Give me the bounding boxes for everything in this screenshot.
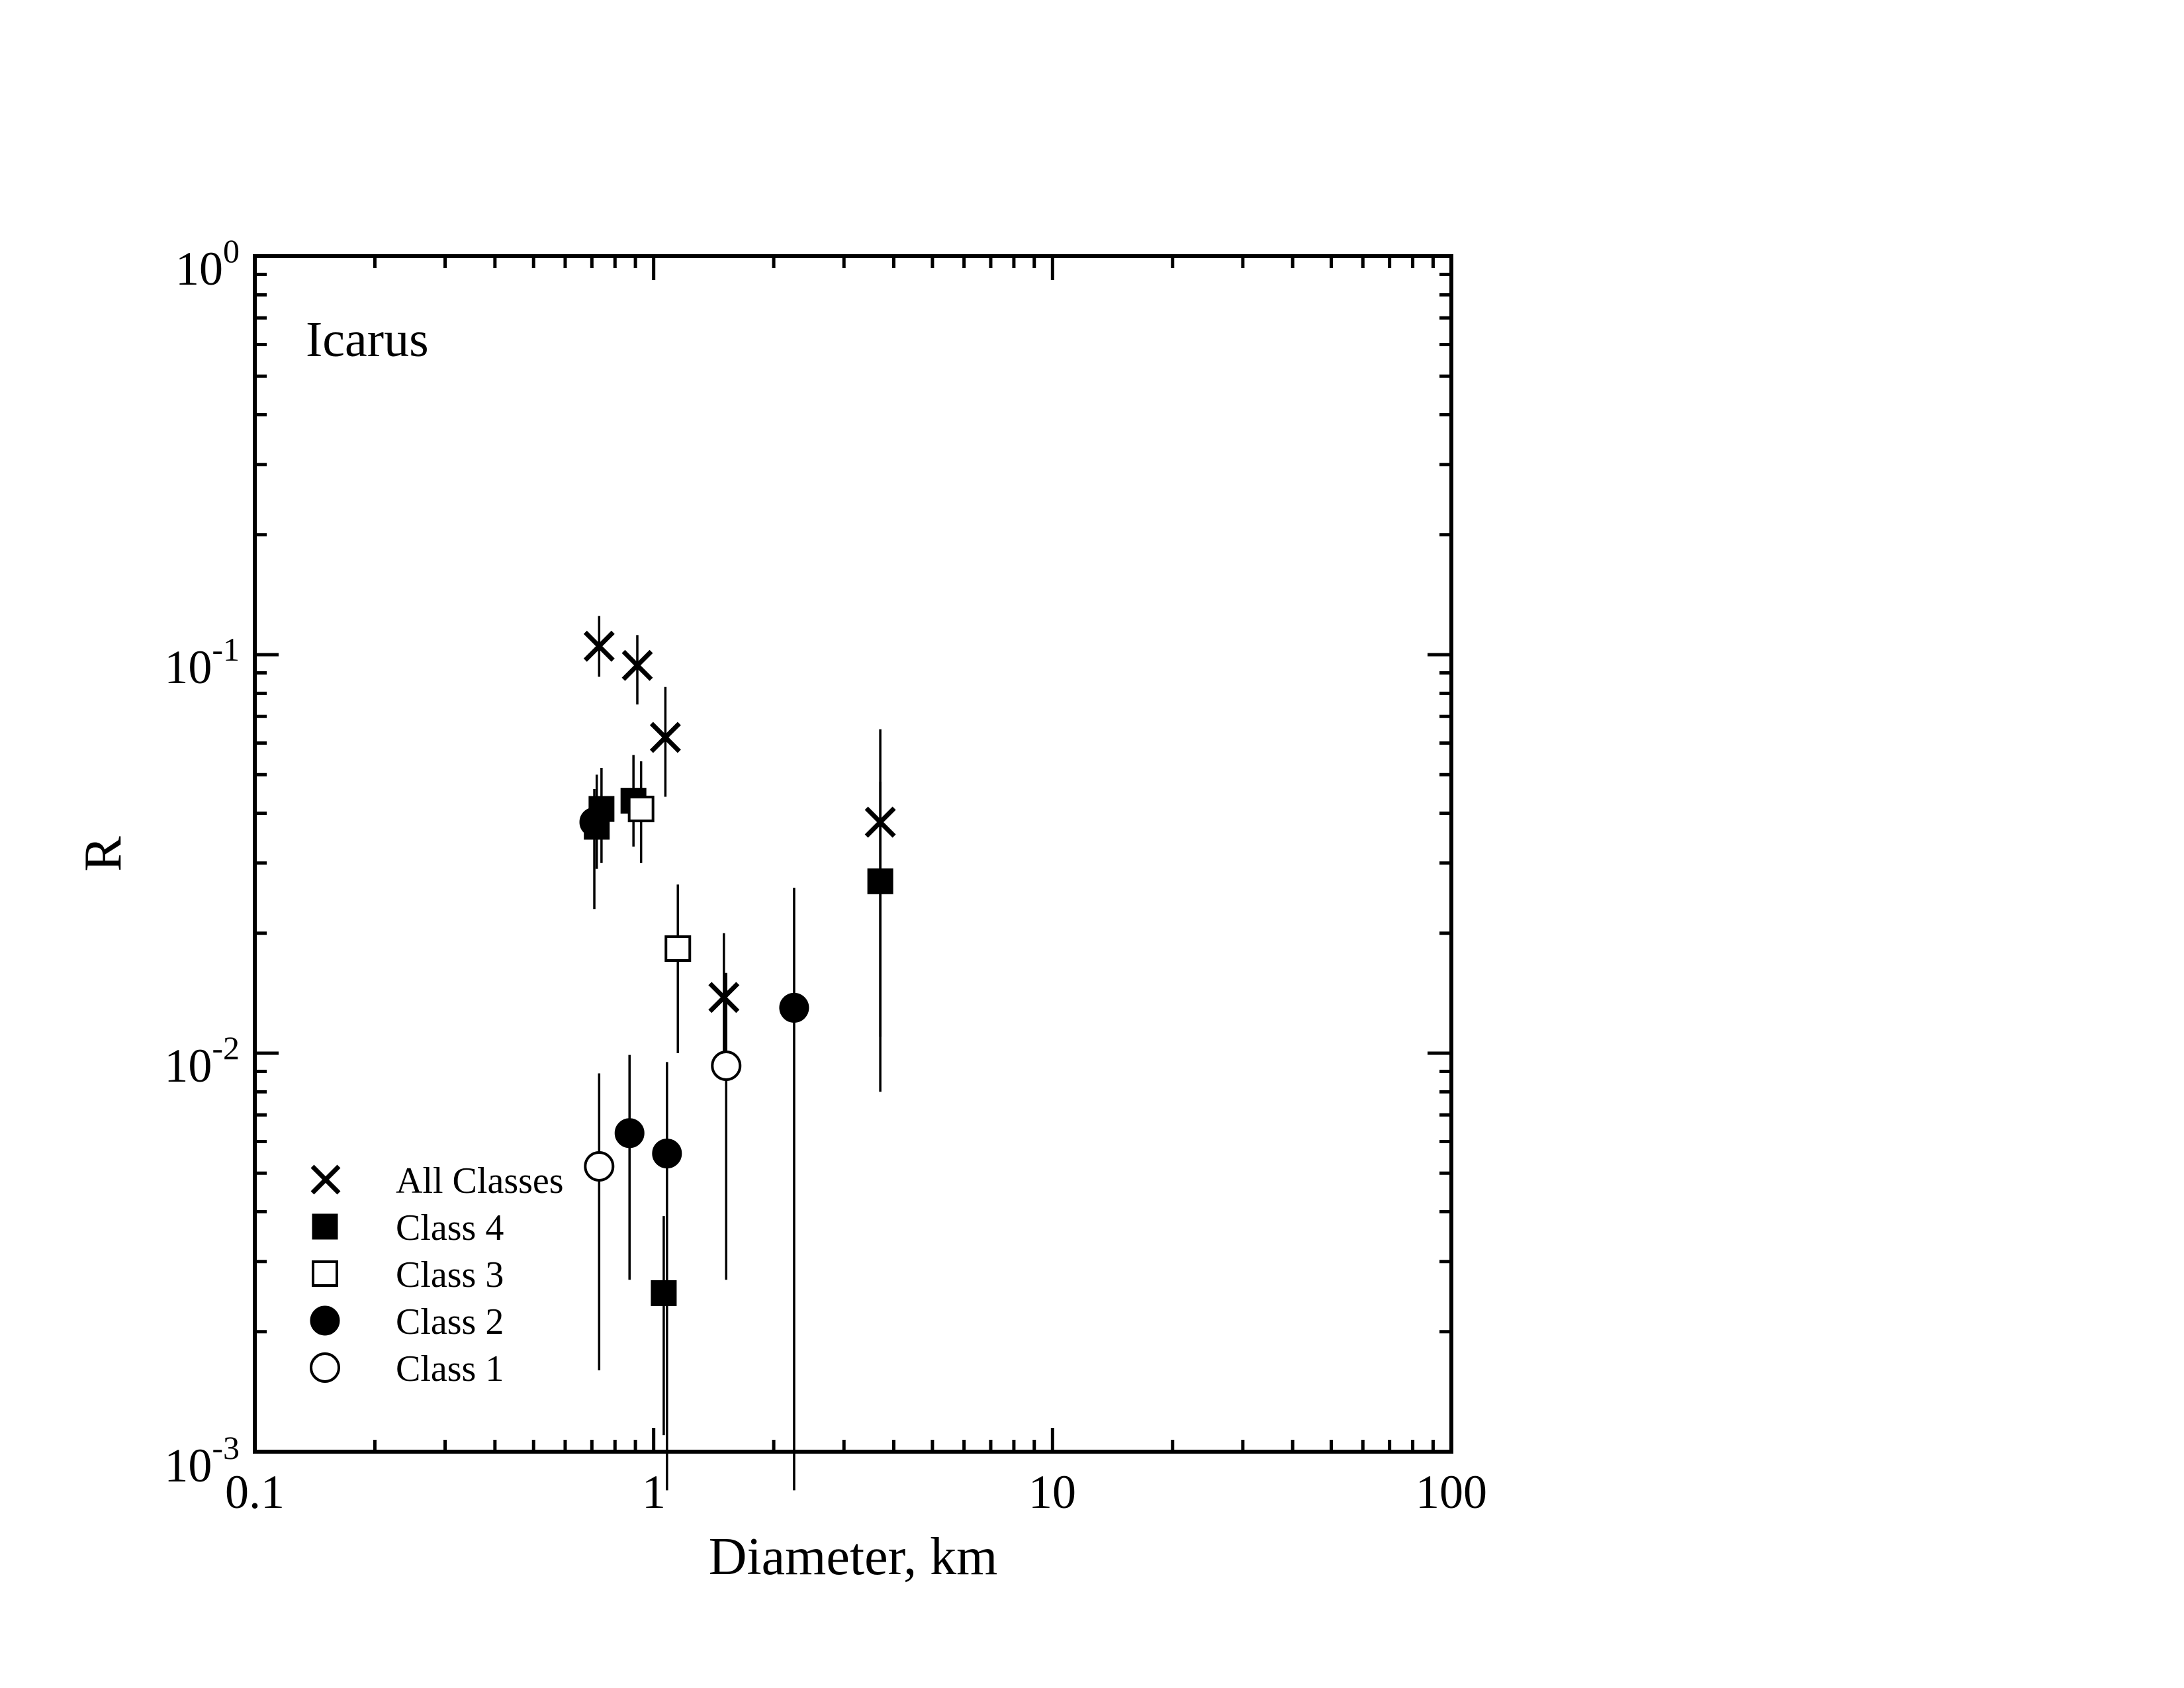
data-point-all-classes [621, 649, 653, 681]
y-tick-label: 100 [175, 232, 240, 295]
data-point-class-3 [664, 935, 692, 962]
legend-marker-class-2 [310, 1305, 340, 1336]
data-point-class-4 [867, 868, 893, 894]
data-point-class-2 [579, 807, 610, 837]
x-tick-label: 100 [1416, 1466, 1487, 1519]
data-point-class-1 [711, 1050, 742, 1081]
plot-frame [253, 254, 1453, 1454]
x-tick-labels: 0.1 1 10 100 [225, 1466, 1487, 1519]
panel-title: Icarus [306, 312, 429, 367]
legend-marker-all-classes [310, 1164, 341, 1195]
data-point-all-classes [583, 630, 615, 662]
data-point-class-2 [614, 1118, 645, 1149]
legend: All Classes Class 4 Class 3 Class 2 Clas… [310, 1160, 564, 1389]
legend-marker-class-3 [312, 1260, 338, 1287]
x-axis-title: Diameter, km [709, 1528, 998, 1586]
x-tick-label: 10 [1028, 1466, 1076, 1519]
legend-marker-class-4 [312, 1213, 338, 1240]
legend-label-class-4: Class 4 [396, 1207, 504, 1248]
y-axis-title: R [74, 836, 132, 872]
y-tick-labels: 100 10-1 10-2 10-3 [164, 232, 240, 1492]
data-point-all-classes [708, 982, 740, 1013]
x-tick-label: 1 [642, 1466, 666, 1519]
y-tick-label: 10-1 [164, 631, 240, 694]
y-tick-label: 10-2 [164, 1029, 240, 1092]
data-point-class-2 [779, 992, 809, 1023]
legend-label-all-classes: All Classes [396, 1160, 564, 1201]
legend-marker-class-1 [310, 1352, 340, 1383]
data-point-all-classes [649, 722, 681, 753]
legend-label-class-3: Class 3 [396, 1254, 504, 1295]
legend-label-class-1: Class 1 [396, 1348, 504, 1389]
data-point-class-4 [651, 1280, 677, 1306]
legend-label-class-2: Class 2 [396, 1301, 504, 1342]
x-tick-label: 0.1 [225, 1466, 285, 1519]
y-tick-label: 10-3 [164, 1429, 240, 1492]
data-markers [579, 630, 896, 1306]
data-point-class-2 [652, 1139, 682, 1169]
data-point-all-classes [864, 806, 896, 838]
error-bars [593, 616, 882, 1491]
data-point-class-1 [584, 1150, 615, 1182]
data-point-class-3 [627, 796, 655, 823]
